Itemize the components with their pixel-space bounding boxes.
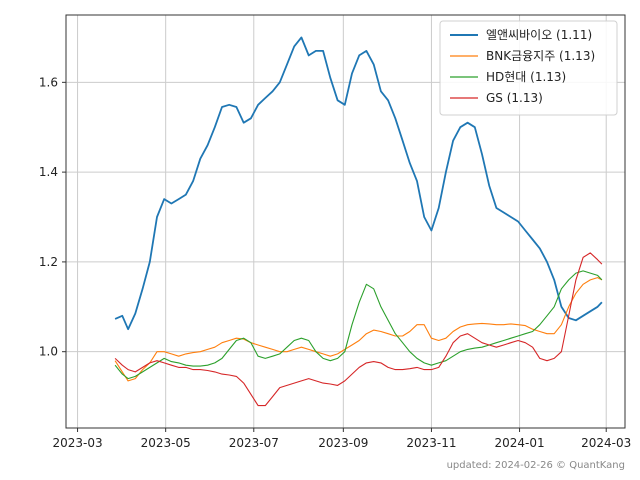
x-tick-label: 2024-03	[581, 436, 631, 450]
x-axis-ticks: 2023-03 2023-05 2023-07 2023-09 2023-11 2024-…	[52, 428, 631, 450]
x-tick-label: 2024-01	[494, 436, 544, 450]
legend-label-0: 엘앤씨바이오 (1.11)	[486, 28, 592, 42]
series-line-3	[114, 252, 603, 407]
x-tick-label: 2023-09	[318, 436, 368, 450]
legend-label-1: BNK금융지주 (1.13)	[486, 49, 595, 63]
legend-label-3: GS (1.13)	[486, 91, 543, 105]
x-tick-label: 2023-07	[229, 436, 279, 450]
y-tick-label: 1.2	[39, 255, 58, 269]
legend-label-2: HD현대 (1.13)	[486, 70, 566, 84]
series-line-1	[114, 277, 603, 382]
x-tick-label: 2023-11	[406, 436, 456, 450]
x-tick-label: 2023-05	[141, 436, 191, 450]
x-tick-label: 2023-03	[52, 436, 102, 450]
legend-box	[439, 20, 618, 116]
y-tick-label: 1.0	[39, 345, 58, 359]
y-axis-ticks: 1.0 1.2 1.4 1.6	[39, 75, 66, 359]
y-tick-label: 1.4	[39, 165, 58, 179]
plot-frame	[65, 14, 626, 429]
series-line-2	[114, 270, 603, 380]
series-line-0	[114, 36, 603, 331]
y-tick-label: 1.6	[39, 75, 58, 89]
series-lines	[114, 36, 603, 407]
footer-credit: updated: 2024-02-26 © QuantKang	[446, 460, 625, 471]
legend: 엘앤씨바이오 (1.11) BNK금융지주 (1.13) HD현대 (1.13) GS…	[439, 20, 618, 116]
